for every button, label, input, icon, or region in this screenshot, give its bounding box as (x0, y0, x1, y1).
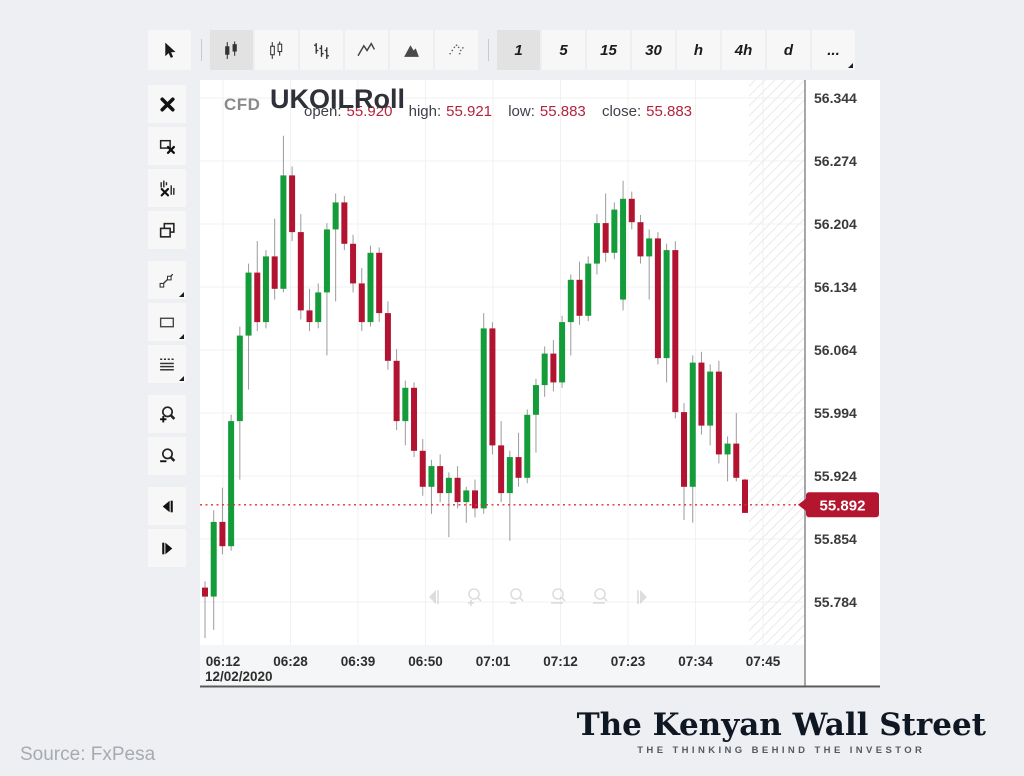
zoom-in-button[interactable] (148, 395, 186, 433)
scroll-left-button[interactable] (148, 487, 186, 525)
charttype-candles-hollow-button[interactable] (255, 30, 298, 70)
svg-text:56.134: 56.134 (814, 279, 857, 295)
svg-text:56.344: 56.344 (814, 90, 857, 106)
timeframe-1-button[interactable]: 1 (497, 30, 540, 70)
bars-ohlc-icon (312, 41, 331, 60)
rectangle-tool-button[interactable] (148, 303, 186, 341)
svg-text:56.064: 56.064 (814, 342, 857, 358)
line-chart-icon (357, 41, 376, 60)
svg-text:56.274: 56.274 (814, 153, 857, 169)
corner-fold-icon (179, 376, 184, 381)
tools-sidebar (148, 85, 186, 571)
chart-panel: 56.344 56.274 56.204 56.134 56.064 55.994 55.9… (200, 80, 880, 688)
svg-text:07:01: 07:01 (476, 654, 511, 669)
close-icon (158, 95, 177, 114)
charttype-area-chart-button[interactable] (390, 30, 433, 70)
timeframe-4h-button[interactable]: 4h (722, 30, 765, 70)
svg-text:06:50: 06:50 (408, 654, 443, 669)
charttype-candles-solid-button[interactable] (210, 30, 253, 70)
delete-indicators-icon (158, 179, 177, 198)
toolbar-separator (488, 39, 489, 61)
timeframe-30-button[interactable]: 30 (632, 30, 675, 70)
svg-text:12/02/2020: 12/02/2020 (205, 669, 273, 684)
candlestick-chart[interactable]: 56.344 56.274 56.204 56.134 56.064 55.994 55.9… (200, 80, 880, 688)
svg-text:55.784: 55.784 (814, 594, 857, 610)
logo-title: The Kenyan Wall Street (576, 707, 986, 743)
tool-cursor-button[interactable] (148, 30, 191, 70)
publisher-logo: The Kenyan Wall Street THE THINKING BEHI… (577, 708, 986, 756)
candles-solid-icon (222, 41, 241, 60)
corner-fold-icon (848, 63, 853, 68)
svg-text:07:12: 07:12 (543, 654, 578, 669)
area-chart-icon (402, 41, 421, 60)
scroll-right-icon (158, 539, 177, 558)
candles-hollow-icon (267, 41, 286, 60)
close-button[interactable] (148, 85, 186, 123)
scroll-left-icon (158, 497, 177, 516)
tile-windows-icon (158, 221, 177, 240)
charttype-line-chart-button[interactable] (345, 30, 388, 70)
svg-text:07:34: 07:34 (678, 654, 713, 669)
corner-fold-icon (179, 334, 184, 339)
svg-text:06:12: 06:12 (206, 654, 241, 669)
delete-indicators-button[interactable] (148, 169, 186, 207)
scroll-right-button[interactable] (148, 529, 186, 567)
timeframe-more-button[interactable]: ... (812, 30, 855, 70)
levels-tool-button[interactable] (148, 345, 186, 383)
rectangle-tool-icon (158, 313, 177, 332)
timeframe-15-button[interactable]: 15 (587, 30, 630, 70)
toolbar-separator (201, 39, 202, 61)
svg-text:06:28: 06:28 (273, 654, 308, 669)
zoom-in-icon (158, 405, 177, 424)
timeframe-h-button[interactable]: h (677, 30, 720, 70)
timeframe-d-button[interactable]: d (767, 30, 810, 70)
svg-text:55.892: 55.892 (820, 497, 866, 514)
current-price-badge: 55.892 (798, 492, 879, 518)
source-credit: Source: FxPesa (20, 744, 156, 765)
corner-fold-icon (179, 292, 184, 297)
zoom-out-button[interactable] (148, 437, 186, 475)
trend-line-button[interactable] (148, 261, 186, 299)
charttype-bars-ohlc-button[interactable] (300, 30, 343, 70)
logo-tagline: THE THINKING BEHIND THE INVESTOR (637, 745, 926, 757)
cursor-icon (160, 41, 179, 60)
svg-text:55.994: 55.994 (814, 405, 857, 421)
svg-text:55.854: 55.854 (814, 531, 857, 547)
top-toolbar: 1 5 15 30 h 4h d... (148, 30, 857, 70)
tile-windows-button[interactable] (148, 211, 186, 249)
svg-text:06:39: 06:39 (341, 654, 376, 669)
levels-tool-icon (158, 355, 177, 374)
timeframe-5-button[interactable]: 5 (542, 30, 585, 70)
svg-text:55.924: 55.924 (814, 468, 857, 484)
zoom-out-icon (158, 447, 177, 466)
delete-object-button[interactable] (148, 127, 186, 165)
delete-object-icon (158, 137, 177, 156)
svg-text:07:45: 07:45 (746, 654, 781, 669)
dot-chart-icon (447, 41, 466, 60)
charttype-dot-chart-button[interactable] (435, 30, 478, 70)
svg-text:07:23: 07:23 (611, 654, 646, 669)
trend-line-icon (158, 271, 177, 290)
svg-text:56.204: 56.204 (814, 216, 857, 232)
